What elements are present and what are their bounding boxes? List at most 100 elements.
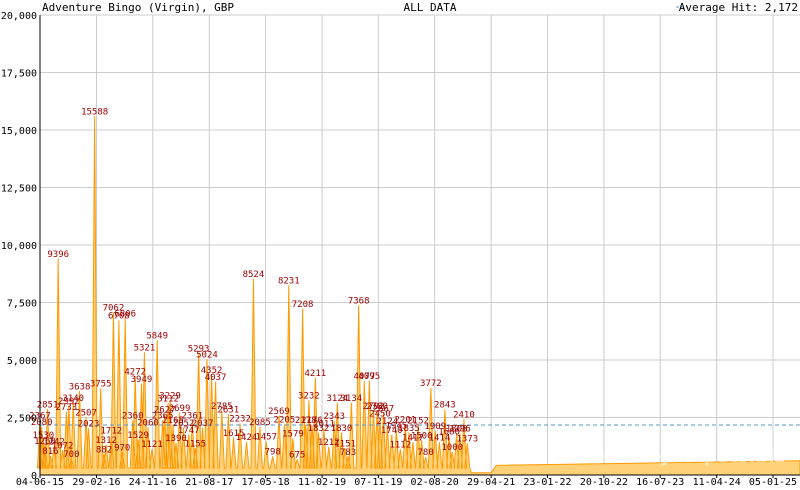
data-label: 1155 xyxy=(184,439,206,449)
x-tick-label: 21-08-17 xyxy=(185,477,233,488)
x-tick-label: 20-10-22 xyxy=(580,477,628,488)
chart-title: Adventure Bingo (Virgin), GBP xyxy=(42,1,234,14)
data-label: 1112 xyxy=(389,440,411,450)
x-tick-label: 11-02-19 xyxy=(298,477,346,488)
data-label: 2851 xyxy=(37,400,59,410)
data-label: 1808 xyxy=(446,424,468,434)
data-label: 3124 xyxy=(326,394,348,404)
data-label: 2631 xyxy=(217,405,239,415)
x-tick-label: 07-11-19 xyxy=(354,477,402,488)
data-label: 882 xyxy=(96,446,112,456)
data-label: 1500 xyxy=(411,432,433,442)
data-label: 6806 xyxy=(114,309,136,319)
data-label: 3140 xyxy=(62,394,84,404)
x-tick-label: 04-06-15 xyxy=(16,477,64,488)
data-label: 3949 xyxy=(131,375,153,385)
data-label: 2176 xyxy=(301,416,323,426)
data-label: 1424 xyxy=(236,433,258,443)
data-label: 780 xyxy=(418,448,434,458)
chart-subtitle: ALL DATA xyxy=(404,1,457,14)
data-label: 1796 xyxy=(449,425,471,435)
data-label: 798 xyxy=(265,448,281,458)
data-label: 5293 xyxy=(188,344,210,354)
series-area xyxy=(37,115,800,476)
data-label: 1747 xyxy=(178,426,200,436)
y-tick-label: 5,000 xyxy=(7,356,37,367)
data-label: 2037 xyxy=(192,419,214,429)
data-label: 1830 xyxy=(331,424,353,434)
data-label: 2699 xyxy=(169,404,191,414)
y-tick-label: 17,500 xyxy=(1,69,37,80)
data-label: 2124 xyxy=(377,417,399,427)
data-label: 1615 xyxy=(223,429,245,439)
data-label: 2507 xyxy=(75,408,97,418)
data-label: 2785 xyxy=(211,402,233,412)
x-tick-label: 02-08-20 xyxy=(411,477,459,488)
y-tick-label: 2,500 xyxy=(7,414,37,425)
data-label: 1909 xyxy=(424,422,446,432)
data-label: 1530 xyxy=(33,431,55,441)
data-label: 7208 xyxy=(292,300,314,310)
x-tick-label: 17-05-18 xyxy=(241,477,289,488)
data-label: 1151 xyxy=(334,440,356,450)
legend-average-hit: Average Hit: 2,172 xyxy=(679,1,798,14)
data-label: 2201 xyxy=(395,415,417,425)
data-label: 2361 xyxy=(181,412,203,422)
axes xyxy=(39,15,800,478)
data-label: 2205 xyxy=(274,415,296,425)
data-label: 675 xyxy=(289,450,305,460)
data-label: 2843 xyxy=(434,401,456,411)
data-label: 3755 xyxy=(90,380,112,390)
watermark: Online-Jackpots.biz xyxy=(590,446,785,467)
data-label: 2627 xyxy=(154,406,176,416)
data-label: 7062 xyxy=(103,304,125,314)
data-label: 7368 xyxy=(348,297,370,307)
data-label: 1072 xyxy=(52,441,74,451)
data-label: 2343 xyxy=(323,412,345,422)
data-label: 5024 xyxy=(196,350,218,360)
data-label: 8524 xyxy=(243,270,265,280)
data-label: 2060 xyxy=(137,419,159,429)
data-label: 1457 xyxy=(255,432,277,442)
data-label: 2011 xyxy=(313,420,335,430)
data-label: 2450 xyxy=(369,410,391,420)
data-label: 3772 xyxy=(420,379,442,389)
data-label: 2080 xyxy=(31,418,53,428)
data-label: 2085 xyxy=(249,418,271,428)
data-label: 1740 xyxy=(381,426,403,436)
data-label: 2360 xyxy=(122,412,144,422)
y-tick-label: 10,000 xyxy=(1,241,37,252)
data-label: 2232 xyxy=(229,415,251,425)
x-tick-label: 24-11-16 xyxy=(129,477,177,488)
data-label: 4352 xyxy=(201,366,223,376)
data-label: 2052 xyxy=(173,419,195,429)
x-tick-label: 05-01-25 xyxy=(749,477,797,488)
data-label: 3112 xyxy=(157,394,179,404)
data-label: 2023 xyxy=(78,419,100,429)
data-label: 4077 xyxy=(353,372,375,382)
y-tick-label: 20,000 xyxy=(1,11,37,22)
y-tick-label: 0 xyxy=(31,471,37,482)
data-label: 4095 xyxy=(359,372,381,382)
data-label: 1945 xyxy=(386,421,408,431)
data-label: 2365 xyxy=(152,412,174,422)
data-label: 1242 xyxy=(43,437,65,447)
x-tick-label: 23-01-22 xyxy=(523,477,571,488)
y-tick-labels: 0 2,500 5,000 7,500 10,000 12,500 15,000 17,500… xyxy=(1,11,37,482)
x-tick-label: 11-04-24 xyxy=(693,477,741,488)
data-label: 783 xyxy=(340,448,356,458)
data-label: 9396 xyxy=(47,250,69,260)
data-label: 1680 xyxy=(438,427,460,437)
y-tick-label: 15,000 xyxy=(1,126,37,137)
x-tick-label: 29-02-16 xyxy=(72,477,120,488)
data-label: 1212 xyxy=(318,438,340,448)
data-label: 1835 xyxy=(398,424,420,434)
data-label: 6708 xyxy=(108,312,130,322)
series-area-path xyxy=(37,115,800,476)
data-label: 1373 xyxy=(456,434,478,444)
data-label: 4037 xyxy=(205,373,227,383)
data-label: 2152 xyxy=(407,417,429,427)
data-label: 970 xyxy=(114,444,130,454)
y-tick-label: 7,500 xyxy=(7,299,37,310)
